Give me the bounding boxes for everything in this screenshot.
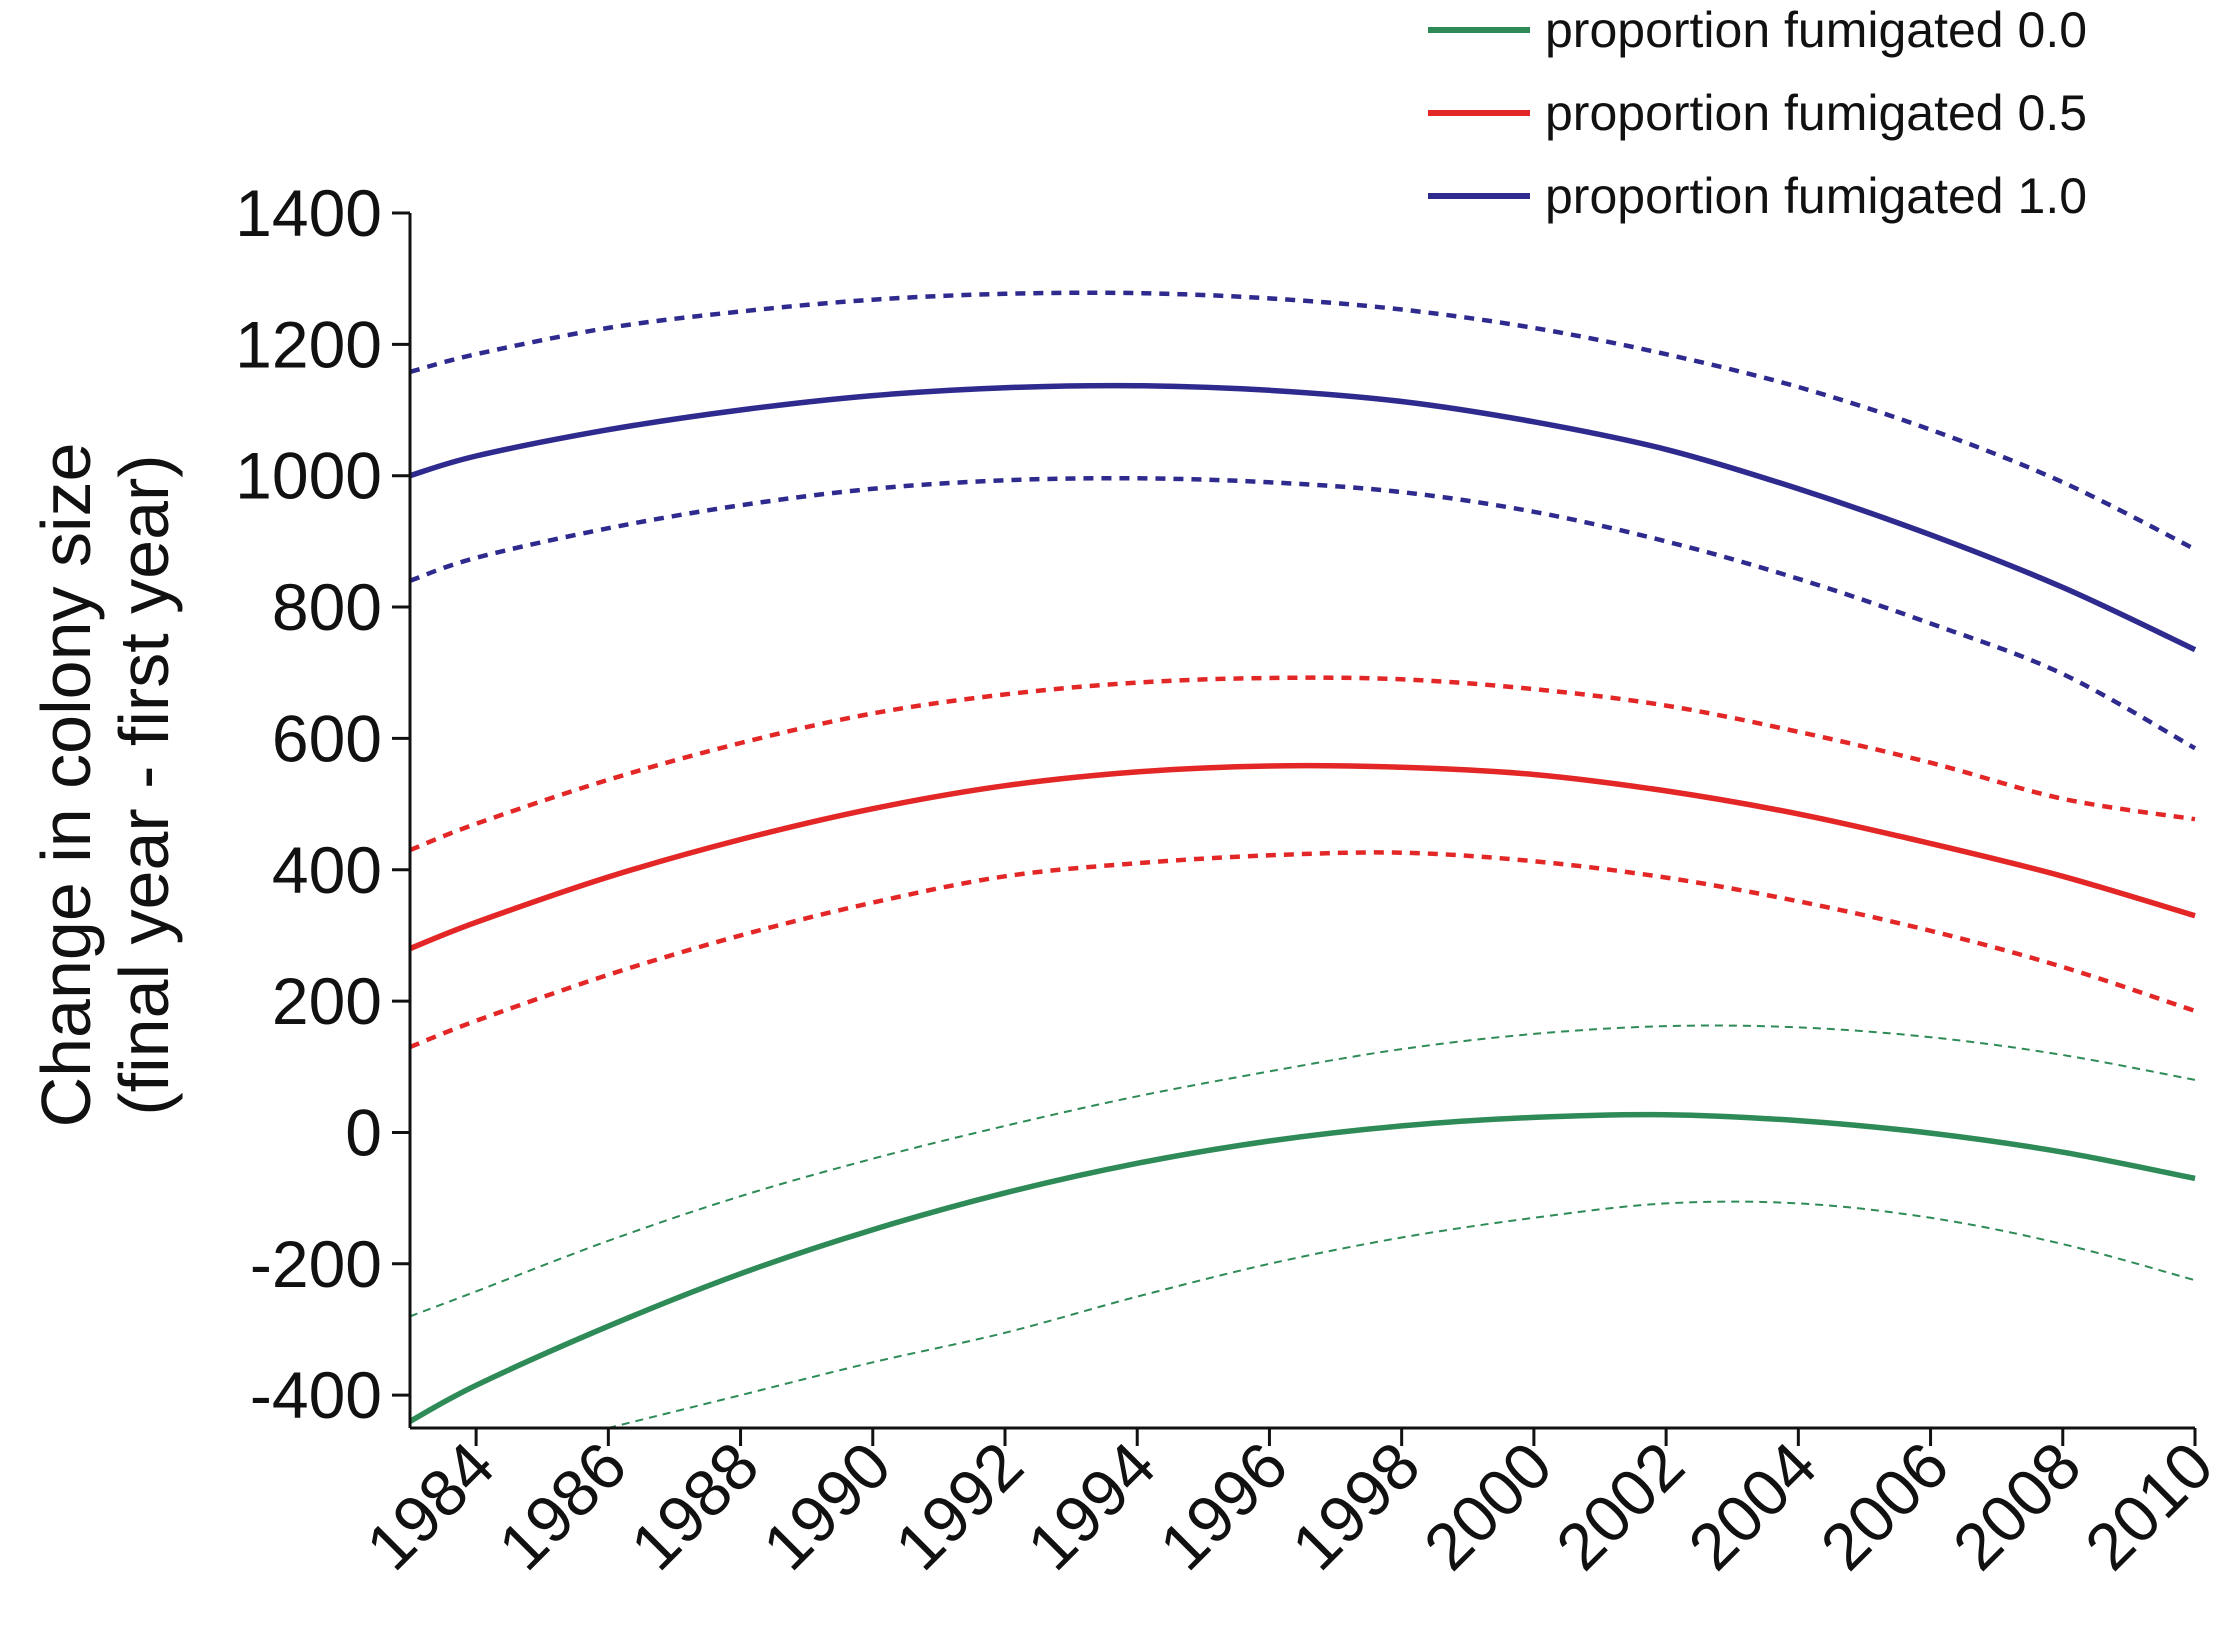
x-tick-label: 2008	[1939, 1428, 2095, 1584]
series-1-ci-lower	[410, 850, 2196, 1050]
legend: proportion fumigated 0.0 proportion fumig…	[1428, 2, 2087, 224]
x-tick-label: 1998	[1277, 1428, 1433, 1584]
x-tick-label: 2010	[2071, 1428, 2217, 1584]
x-tick-label: 2000	[1410, 1428, 1566, 1584]
x-tick-label: 1986	[484, 1428, 640, 1584]
legend-label-1: proportion fumigated 0.5	[1545, 85, 2087, 141]
y-tick-label: 1200	[235, 307, 382, 381]
y-tick-label: 1000	[235, 439, 382, 513]
legend-label-0: proportion fumigated 0.0	[1545, 2, 2087, 58]
x-tick-label: 2002	[1542, 1428, 1698, 1584]
series-1-fit-line	[410, 762, 2196, 952]
y-tick-label: -200	[250, 1227, 382, 1301]
x-tick-label: 1996	[1145, 1428, 1301, 1584]
series-2-ci-lower	[410, 475, 2197, 751]
series-0	[410, 1024, 2196, 1428]
x-tick-label: 1988	[616, 1428, 772, 1584]
legend-label-2: proportion fumigated 1.0	[1545, 168, 2087, 224]
x-tick-label: 2004	[1674, 1428, 1830, 1584]
series-0-fit-line	[410, 1111, 2196, 1424]
y-tick-label: 800	[272, 570, 382, 644]
y-tick-label: 400	[272, 833, 382, 907]
x-axis-ticks: 1984198619881990199219941996199820002002…	[352, 1428, 2217, 1584]
series-2-ci-upper	[410, 290, 2197, 552]
series-2-fit-line	[410, 382, 2197, 653]
x-tick-label: 1984	[352, 1428, 508, 1584]
y-axis-title-line-2: (final year - first year)	[105, 454, 183, 1115]
axes	[408, 213, 2195, 1430]
y-axis-title-line-1: Change in colony size	[27, 443, 105, 1128]
series-1	[410, 675, 2196, 1050]
y-tick-label: 200	[272, 964, 382, 1038]
x-tick-label: 1990	[749, 1428, 905, 1584]
x-tick-label: 1994	[1013, 1428, 1169, 1584]
y-tick-label: 1400	[235, 176, 382, 250]
series-group	[410, 290, 2197, 1428]
series-1-ci-upper	[410, 675, 2196, 853]
y-tick-label: -400	[250, 1358, 382, 1432]
series-0-ci-upper	[410, 1024, 2196, 1318]
y-axis-title: Change in colony size (final year - firs…	[27, 443, 183, 1128]
y-axis-ticks: -400 -200 0 200 400 600 800 1000 1200 1400	[235, 176, 410, 1432]
x-tick-label: 2006	[1806, 1428, 1962, 1584]
y-tick-label: 0	[345, 1095, 382, 1169]
x-tick-label: 1992	[881, 1428, 1037, 1584]
series-2	[410, 290, 2197, 751]
series-0-ci-lower	[608, 1200, 2196, 1428]
y-tick-label: 600	[272, 701, 382, 775]
